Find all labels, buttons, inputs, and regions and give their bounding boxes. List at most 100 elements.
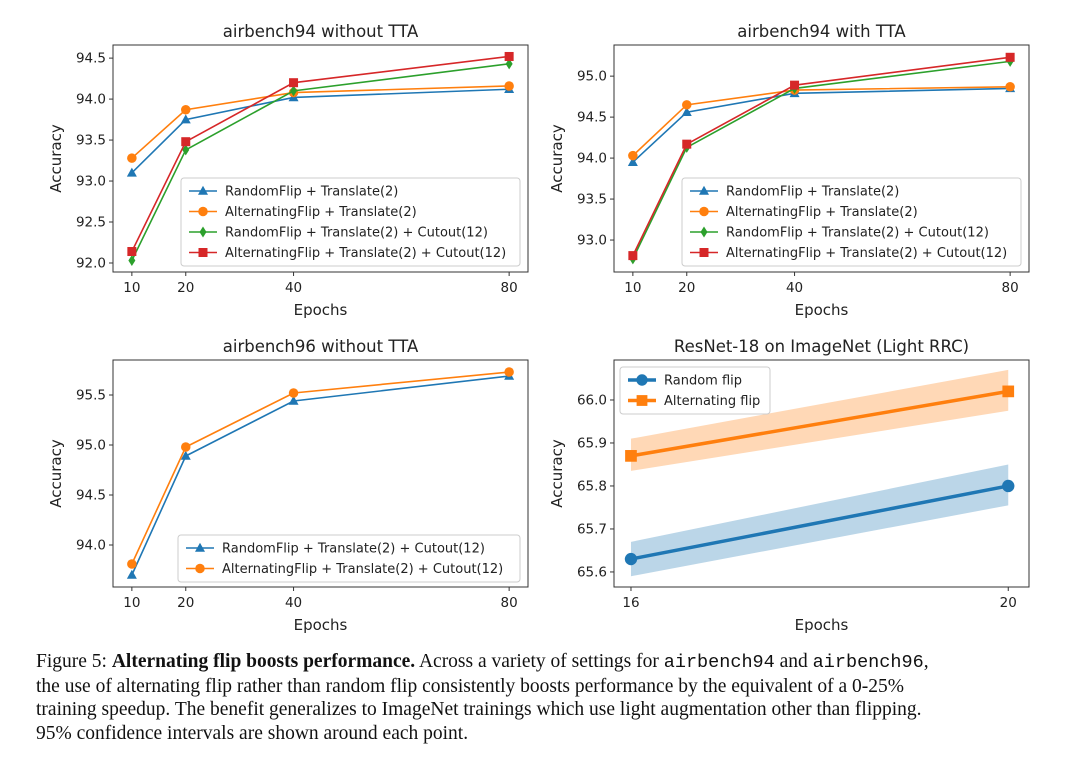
x-axis-label: Epochs xyxy=(294,616,348,634)
data-point xyxy=(625,450,637,462)
x-axis-label: Epochs xyxy=(294,301,348,319)
y-tick-label: 94.5 xyxy=(76,488,106,504)
series-line xyxy=(630,389,1009,458)
x-tick-label: 10 xyxy=(624,280,641,296)
x-axis-label: Epochs xyxy=(795,616,849,634)
x-tick-label: 10 xyxy=(123,595,140,611)
legend-marker xyxy=(195,563,205,574)
legend-box xyxy=(180,177,521,267)
series-alternating-flip xyxy=(625,385,1015,462)
series-line xyxy=(131,371,510,565)
data-point xyxy=(1002,479,1015,493)
data-point xyxy=(1002,385,1015,398)
plot-frame xyxy=(112,44,529,273)
data-point xyxy=(127,559,137,569)
legend-label: RandomFlip + Translate(2) + Cutout(12) xyxy=(726,226,989,241)
y-tick-label: 94.0 xyxy=(76,92,106,108)
legend-label: AlternatingFlip + Translate(2) + Cutout(… xyxy=(726,246,1007,261)
x-tick-label: 20 xyxy=(177,280,194,296)
plot-frame xyxy=(613,359,1030,588)
data-point xyxy=(180,450,191,460)
y-tick-label: 92.5 xyxy=(76,215,106,231)
x-axis-label: Epochs xyxy=(795,301,849,319)
y-tick-label: 95.0 xyxy=(577,69,607,85)
y-tick-label: 65.7 xyxy=(577,521,607,537)
legend-marker xyxy=(700,226,708,238)
series-alternatingflip-translate-2- xyxy=(127,81,514,163)
data-point xyxy=(289,78,299,88)
data-point xyxy=(1005,52,1015,62)
data-point xyxy=(628,150,638,161)
figure-caption: Figure 5: Alternating flip boosts perfor… xyxy=(36,650,1056,745)
series-randomflip-translate-2-cutout-12- xyxy=(128,58,513,267)
y-tick-label: 93.0 xyxy=(76,174,106,190)
x-tick-label: 80 xyxy=(501,595,518,611)
legend-label: Alternating flip xyxy=(664,394,760,409)
y-tick-label: 94.0 xyxy=(76,538,106,554)
x-tick-label: 20 xyxy=(177,595,194,611)
series-randomflip-translate-2- xyxy=(627,83,1016,166)
series-line xyxy=(131,88,510,174)
x-tick-label: 80 xyxy=(1002,280,1019,296)
series-line xyxy=(131,55,510,252)
legend-marker xyxy=(199,226,207,238)
x-tick-label: 16 xyxy=(622,595,639,611)
data-point xyxy=(790,80,800,90)
series-line xyxy=(632,87,1011,163)
series-line xyxy=(131,63,510,261)
legend-label: AlternatingFlip + Translate(2) xyxy=(726,205,918,220)
data-point xyxy=(504,81,514,91)
data-point xyxy=(1005,82,1015,92)
y-tick-label: 65.8 xyxy=(577,478,607,494)
data-point xyxy=(505,58,513,70)
plot-frame xyxy=(112,359,529,588)
x-tick-label: 40 xyxy=(786,280,803,296)
legend-marker xyxy=(636,395,648,406)
data-point xyxy=(288,395,299,405)
y-axis-label: Accuracy xyxy=(548,439,566,508)
legend-label: RandomFlip + Translate(2) xyxy=(726,185,899,200)
legend-box xyxy=(619,366,771,415)
x-tick-label: 20 xyxy=(678,280,695,296)
data-point xyxy=(681,106,692,116)
legend-marker xyxy=(198,206,208,217)
data-point xyxy=(504,367,514,377)
legend-box xyxy=(681,177,1022,267)
caption-line-2: the use of alternating flip rather than … xyxy=(36,675,905,697)
legend-marker xyxy=(195,542,205,552)
data-point xyxy=(181,137,191,147)
legend: RandomFlip + Translate(2) AlternatingFlip… xyxy=(681,177,1022,267)
series-alternatingflip-translate-2-cutout-12- xyxy=(628,52,1015,261)
data-point xyxy=(504,51,514,61)
chart-title: ResNet-18 on ImageNet (Light RRC) xyxy=(674,337,969,356)
y-tick-label: 93.5 xyxy=(76,133,106,149)
x-tick-label: 20 xyxy=(1000,595,1017,611)
legend: RandomFlip + Translate(2) + Cutout(12) Al… xyxy=(177,534,521,583)
data-point xyxy=(126,569,137,579)
series-line xyxy=(632,56,1011,256)
chart-panel-1: airbench94 without TTA Epochs Accuracy 10 20… xyxy=(47,22,529,319)
caption-text: , xyxy=(923,651,929,672)
data-point xyxy=(682,139,692,149)
y-axis-label: Accuracy xyxy=(548,124,566,193)
y-tick-label: 93.5 xyxy=(577,192,607,208)
caption-line-4: 95% confidence intervals are shown aroun… xyxy=(36,722,469,744)
series-line xyxy=(630,484,1009,561)
series-line xyxy=(632,85,1011,157)
data-point xyxy=(181,104,191,115)
x-tick-label: 10 xyxy=(123,280,140,296)
y-tick-label: 94.5 xyxy=(577,110,607,126)
legend-marker xyxy=(198,185,208,195)
plot-frame xyxy=(613,44,1030,273)
series-random-flip xyxy=(624,479,1015,566)
y-tick-label: 95.5 xyxy=(76,388,106,404)
data-point xyxy=(182,144,190,156)
x-tick-label: 40 xyxy=(285,595,302,611)
y-tick-label: 93.0 xyxy=(577,233,607,249)
y-tick-label: 65.6 xyxy=(577,564,607,580)
legend-label: RandomFlip + Translate(2) + Cutout(12) xyxy=(222,542,485,557)
data-point xyxy=(624,552,638,566)
data-point xyxy=(128,255,136,267)
legend-label: AlternatingFlip + Translate(2) + Cutout(… xyxy=(222,562,503,577)
charts-svg: airbench94 without TTA Epochs Accuracy 10 20… xyxy=(47,22,1030,634)
